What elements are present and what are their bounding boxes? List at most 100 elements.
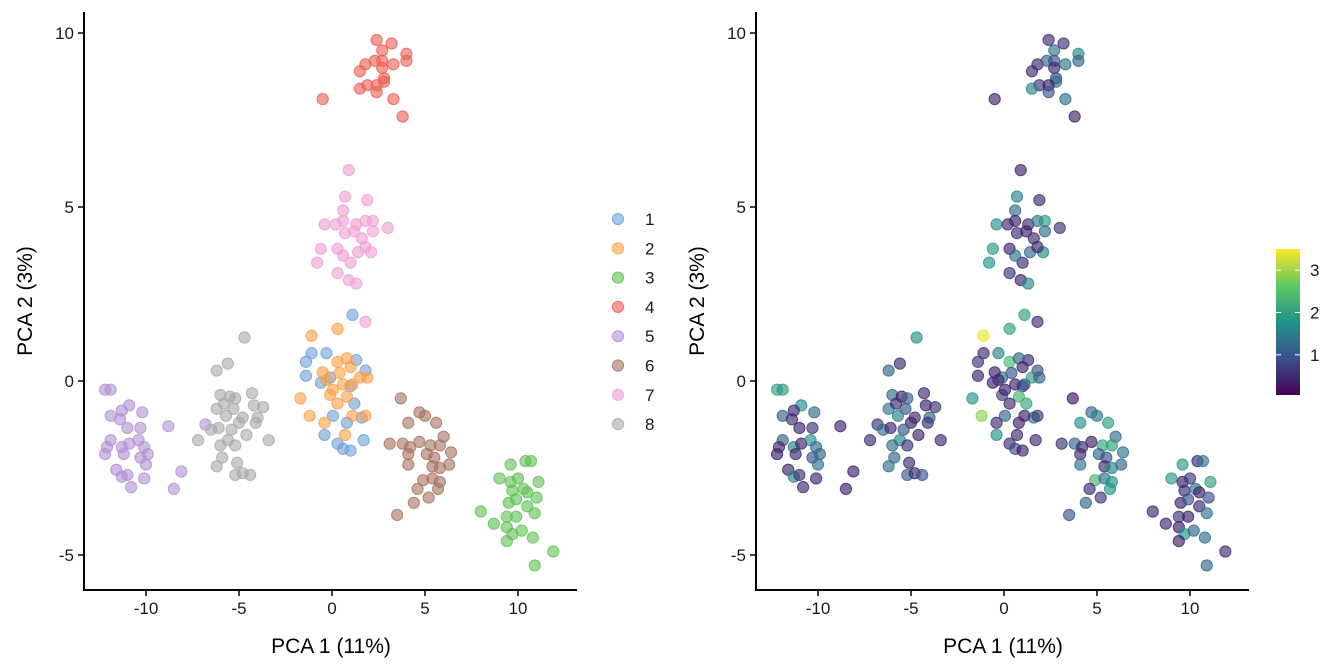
point-value <box>1198 531 1211 544</box>
point-cluster-6 <box>383 437 396 450</box>
point-cluster-3 <box>504 458 517 471</box>
point-value <box>884 421 897 435</box>
point-cluster-3 <box>532 475 545 489</box>
legend-item-5: 5 <box>611 327 654 346</box>
legend-swatch <box>611 359 625 372</box>
point-value <box>882 364 895 377</box>
y-tick-label: 10 <box>727 24 746 43</box>
legend-label: 8 <box>645 415 654 434</box>
point-cluster-2 <box>344 360 357 374</box>
point-value <box>1183 472 1197 485</box>
point-cluster-6 <box>407 496 420 509</box>
point-cluster-4 <box>376 61 389 74</box>
point-value <box>1031 409 1044 422</box>
point-cluster-3 <box>547 545 560 558</box>
point-cluster-1 <box>318 428 331 442</box>
point-cluster-6 <box>443 458 456 471</box>
point-cluster-4 <box>376 44 389 57</box>
point-value <box>934 434 947 447</box>
right-points <box>770 33 1232 572</box>
point-cluster-6 <box>411 482 424 495</box>
point-cluster-4 <box>370 33 383 47</box>
point-cluster-7 <box>381 221 394 234</box>
point-value <box>1074 458 1087 471</box>
point-cluster-1 <box>348 397 361 410</box>
point-value <box>893 357 906 370</box>
point-cluster-7 <box>350 277 363 290</box>
legend-label: 7 <box>645 386 654 405</box>
point-cluster-8 <box>227 402 240 415</box>
point-value <box>1182 510 1195 523</box>
point-cluster-5 <box>121 421 134 435</box>
point-cluster-6 <box>422 491 435 504</box>
point-value <box>1033 371 1046 384</box>
colorbar-tick-label: 2 <box>1310 303 1319 322</box>
point-value <box>770 447 784 461</box>
point-value <box>990 416 1003 429</box>
point-cluster-4 <box>387 93 400 106</box>
point-cluster-6 <box>394 392 407 405</box>
point-value <box>1055 437 1068 450</box>
point-value <box>1074 416 1087 429</box>
point-value <box>1031 240 1044 254</box>
point-cluster-1 <box>299 355 313 368</box>
point-cluster-7 <box>311 256 324 269</box>
point-value <box>975 409 988 422</box>
point-value <box>1020 225 1033 238</box>
point-cluster-3 <box>510 510 523 523</box>
point-cluster-3 <box>528 507 541 520</box>
point-value <box>847 465 860 478</box>
point-value <box>903 456 916 469</box>
point-cluster-2 <box>333 366 346 380</box>
point-cluster-7 <box>337 214 350 228</box>
point-cluster-4 <box>353 65 366 78</box>
colorbar <box>1276 249 1300 395</box>
point-cluster-8 <box>245 387 259 400</box>
point-cluster-7 <box>331 267 344 280</box>
point-value <box>988 93 1001 106</box>
point-cluster-7 <box>366 225 380 238</box>
legend-item-4: 4 <box>611 298 654 317</box>
point-cluster-5 <box>167 482 180 495</box>
legend-swatch <box>611 388 625 401</box>
point-cluster-7 <box>337 249 350 262</box>
point-value <box>990 428 1003 442</box>
point-value <box>785 413 799 426</box>
point-value <box>1025 65 1039 78</box>
point-cluster-8 <box>210 364 223 377</box>
point-cluster-5 <box>136 406 149 419</box>
point-cluster-8 <box>229 439 242 452</box>
point-value <box>1010 428 1024 442</box>
x-tick-label: 0 <box>999 599 1008 618</box>
point-value <box>1048 44 1061 57</box>
point-value <box>813 447 826 461</box>
point-cluster-3 <box>530 491 543 504</box>
point-value <box>1038 214 1052 228</box>
point-value <box>1016 444 1029 457</box>
point-cluster-4 <box>400 54 413 67</box>
point-value <box>1085 435 1098 448</box>
point-cluster-2 <box>359 409 372 422</box>
legend-label: 1 <box>645 210 654 229</box>
right-scatter-panel: -10 -5 0 5 10 -5 0 5 10 PCA 1 (11%) PCA 2 (3%) 1… <box>686 12 1319 658</box>
point-cluster-1 <box>320 347 333 360</box>
colorbar-tick-label: 3 <box>1310 261 1319 280</box>
point-cluster-2 <box>338 428 352 442</box>
point-value <box>1102 416 1115 429</box>
point-value <box>897 423 910 436</box>
point-cluster-5 <box>121 468 134 482</box>
point-cluster-2 <box>326 383 340 396</box>
point-value <box>888 451 901 464</box>
point-value <box>917 387 931 400</box>
point-cluster-8 <box>225 423 238 436</box>
point-value <box>1066 392 1079 405</box>
point-value <box>1072 54 1085 67</box>
point-value <box>810 472 823 485</box>
point-value <box>1165 472 1178 485</box>
point-value <box>990 218 1003 231</box>
legend-item-2: 2 <box>611 239 654 258</box>
point-value <box>992 373 1005 387</box>
point-value <box>1048 61 1061 74</box>
point-value <box>1033 193 1046 207</box>
point-value <box>1022 277 1035 290</box>
